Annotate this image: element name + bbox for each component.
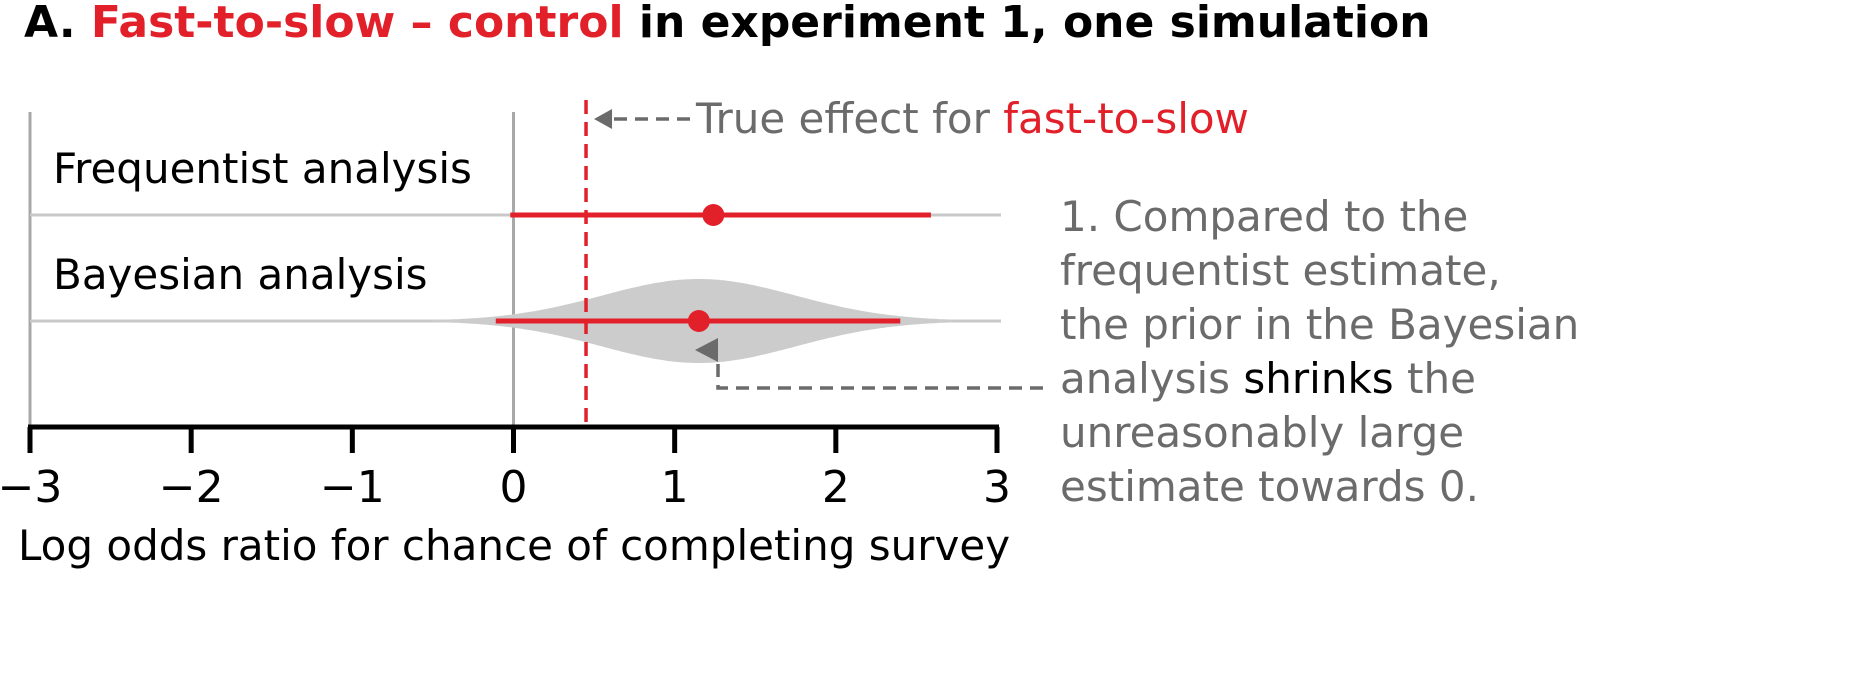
annotation-line: analysis shrinks the <box>1060 354 1476 403</box>
shrink-arrow-line <box>716 360 1043 390</box>
annotation-text: the <box>1394 354 1476 403</box>
annotation-text: estimate towards 0. <box>1060 462 1479 511</box>
true-effect-label: True effect for fast-to-slow <box>695 94 1249 143</box>
title-prefix: A. <box>24 0 91 48</box>
annotation-text: unreasonably large <box>1060 408 1464 457</box>
title-suffix: in experiment 1, one simulation <box>624 0 1431 48</box>
true-effect-label-text: True effect for <box>695 94 1003 143</box>
x-tick-label: −2 <box>159 462 224 513</box>
point-estimate <box>702 204 725 226</box>
row-frequentist: Frequentist analysis <box>30 144 1001 226</box>
true-effect-label-highlight: fast-to-slow <box>1003 94 1249 143</box>
point-estimate <box>687 310 710 332</box>
annotation-text: 1. Compared to the <box>1060 192 1468 241</box>
chart-title: A. Fast-to-slow – control in experiment … <box>24 0 1431 48</box>
x-tick-label: 1 <box>661 462 689 513</box>
annotation-emphasis: shrinks <box>1243 354 1393 403</box>
annotation-line: unreasonably large <box>1060 408 1464 457</box>
annotation-text: analysis <box>1060 354 1243 403</box>
x-tick-label: −1 <box>320 462 385 513</box>
row-label: Frequentist analysis <box>53 144 472 193</box>
annotation-line: frequentist estimate, <box>1060 246 1501 295</box>
annotation-text: the prior in the Bayesian <box>1060 300 1579 349</box>
x-tick-label: 3 <box>983 462 1011 513</box>
annotation-line: estimate towards 0. <box>1060 462 1479 511</box>
title-highlight: Fast-to-slow – control <box>91 0 624 48</box>
x-tick-label: 2 <box>822 462 850 513</box>
row-label: Bayesian analysis <box>53 250 428 299</box>
x-tick-label: 0 <box>500 462 528 513</box>
x-axis-label: Log odds ratio for chance of completing … <box>18 521 1010 570</box>
annotation-line: the prior in the Bayesian <box>1060 300 1579 349</box>
x-tick-label: −3 <box>0 462 62 513</box>
title-text: A. Fast-to-slow – control in experiment … <box>24 0 1431 48</box>
true-effect-arrowhead <box>594 109 613 129</box>
annotation-text: frequentist estimate, <box>1060 246 1501 295</box>
annotation-line: 1. Compared to the <box>1060 192 1468 241</box>
shrink-arrowhead <box>695 338 718 362</box>
row-bayesian: Bayesian analysis <box>30 250 1001 363</box>
